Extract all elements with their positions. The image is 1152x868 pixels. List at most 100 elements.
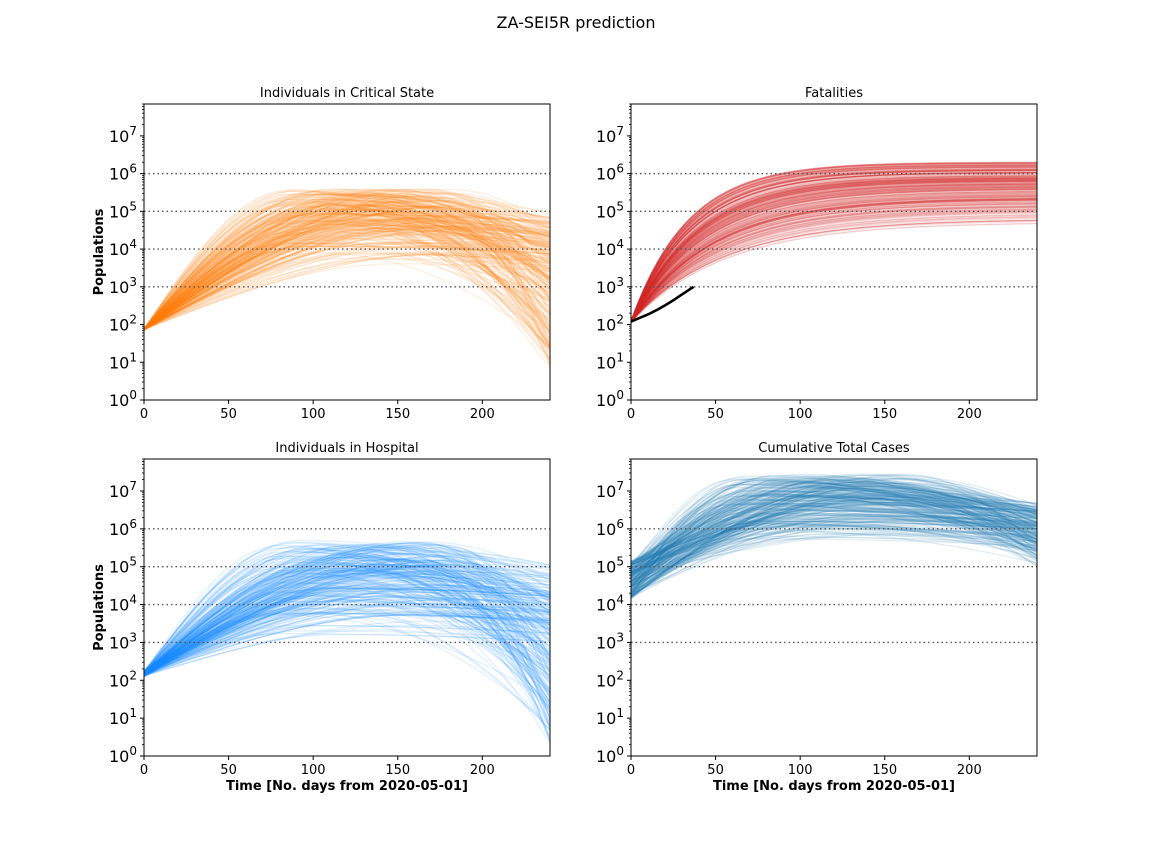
- trajectory-line: [631, 203, 1037, 322]
- trajectory-line: [144, 229, 550, 330]
- trajectory-line: [631, 186, 1037, 322]
- trajectory-line: [144, 614, 550, 673]
- trajectory-line: [144, 601, 550, 677]
- trajectory-line: [144, 572, 550, 674]
- trajectory-line: [631, 494, 1037, 579]
- trajectory-line: [144, 559, 550, 682]
- trajectory-line: [631, 494, 1037, 568]
- ensemble-trajectories: [631, 473, 1037, 600]
- trajectory-line: [631, 487, 1037, 574]
- trajectory-line: [631, 183, 1037, 323]
- trajectory-line: [144, 208, 550, 360]
- trajectory-line: [144, 213, 550, 330]
- trajectory-line: [144, 557, 550, 673]
- trajectory-line: [144, 565, 550, 675]
- trajectory-line: [631, 169, 1037, 323]
- trajectory-line: [631, 186, 1037, 323]
- trajectory-line: [631, 171, 1037, 323]
- trajectory-line: [144, 253, 550, 349]
- trajectory-line: [144, 547, 550, 742]
- trajectory-line: [631, 478, 1037, 577]
- trajectory-line: [631, 494, 1037, 596]
- trajectory-line: [631, 178, 1037, 323]
- trajectory-line: [631, 491, 1037, 574]
- trajectory-line: [631, 512, 1037, 597]
- trajectory-line: [631, 480, 1037, 583]
- trajectory-line: [144, 190, 550, 330]
- y-tick-label: 103: [596, 275, 624, 297]
- trajectory-line: [144, 193, 550, 330]
- trajectory-line: [631, 198, 1037, 322]
- trajectory-line: [631, 529, 1037, 570]
- trajectory-line: [631, 474, 1037, 564]
- subplot-title: Cumulative Total Cases: [758, 441, 910, 456]
- trajectory-line: [144, 230, 550, 330]
- trajectory-line: [144, 544, 550, 677]
- trajectory-line: [631, 477, 1037, 564]
- trajectory-line: [631, 186, 1037, 323]
- trajectory-line: [144, 188, 550, 330]
- y-tick-label: 100: [596, 388, 624, 410]
- trajectory-line: [631, 486, 1037, 572]
- x-tick-label: 50: [707, 407, 724, 422]
- trajectory-line: [631, 495, 1037, 599]
- trajectory-line: [144, 207, 550, 331]
- y-tick-label: 100: [109, 744, 137, 766]
- trajectory-line: [144, 198, 550, 330]
- trajectory-line: [631, 223, 1037, 324]
- y-tick-label: 105: [596, 555, 624, 577]
- trajectory-line: [144, 624, 550, 676]
- trajectory-line: [631, 503, 1037, 563]
- trajectory-line: [631, 206, 1037, 322]
- trajectory-line: [631, 489, 1037, 585]
- trajectory-line: [631, 177, 1037, 323]
- x-tick-label: 200: [957, 763, 982, 778]
- trajectory-line: [631, 513, 1037, 564]
- subplot-2: 0 50 100 150 200 100 101 102 103 104 105 106 107 Fata…: [596, 86, 1038, 422]
- trajectory-line: [144, 555, 550, 686]
- trajectory-line: [144, 542, 550, 702]
- trajectory-line: [144, 546, 550, 696]
- trajectory-line: [144, 225, 550, 330]
- trajectory-line: [631, 223, 1037, 323]
- trajectory-line: [631, 495, 1037, 565]
- trajectory-line: [631, 502, 1037, 582]
- trajectory-line: [631, 508, 1037, 594]
- y-tick-label: 107: [596, 124, 624, 146]
- trajectory-line: [144, 226, 550, 331]
- trajectory-line: [144, 572, 550, 677]
- x-tick-label: 100: [788, 407, 813, 422]
- trajectory-line: [144, 194, 550, 331]
- trajectory-line: [631, 498, 1037, 599]
- x-tick-label: 0: [627, 407, 635, 422]
- trajectory-line: [144, 212, 550, 330]
- trajectory-line: [144, 564, 550, 673]
- trajectory-line: [631, 166, 1037, 323]
- trajectory-line: [631, 510, 1037, 566]
- trajectory-line: [144, 570, 550, 674]
- trajectory-line: [631, 478, 1037, 592]
- trajectory-line: [144, 546, 550, 680]
- trajectory-line: [631, 183, 1037, 322]
- trajectory-line: [144, 575, 550, 677]
- trajectory-line: [631, 190, 1037, 322]
- trajectory-line: [631, 486, 1037, 575]
- trajectory-line: [631, 476, 1037, 582]
- trajectory-line: [631, 509, 1037, 575]
- trajectory-line: [631, 183, 1037, 322]
- trajectory-line: [144, 587, 550, 673]
- trajectory-line: [144, 562, 550, 677]
- trajectory-line: [144, 198, 550, 330]
- trajectory-line: [631, 512, 1037, 568]
- y-tick-label: 103: [596, 630, 624, 652]
- trajectory-line: [144, 584, 550, 696]
- trajectory-line: [144, 552, 550, 675]
- x-tick-label: 100: [788, 763, 813, 778]
- trajectory-line: [631, 208, 1037, 322]
- trajectory-line: [144, 221, 550, 349]
- trajectory-line: [144, 218, 550, 331]
- trajectory-line: [144, 597, 550, 672]
- trajectory-line: [144, 232, 550, 330]
- trajectory-line: [631, 500, 1037, 576]
